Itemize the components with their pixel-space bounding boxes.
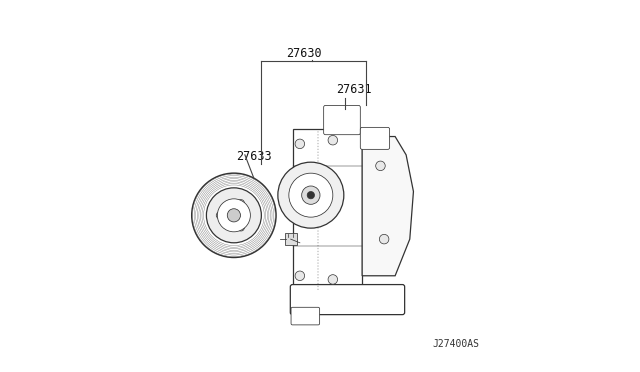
FancyBboxPatch shape — [291, 307, 319, 325]
Circle shape — [295, 271, 305, 280]
Circle shape — [376, 161, 385, 171]
FancyBboxPatch shape — [360, 127, 390, 149]
Circle shape — [278, 162, 344, 228]
Circle shape — [218, 199, 250, 232]
Text: 27633: 27633 — [236, 150, 271, 163]
Circle shape — [380, 234, 389, 244]
Circle shape — [227, 209, 241, 222]
FancyBboxPatch shape — [291, 285, 404, 315]
FancyBboxPatch shape — [324, 105, 360, 135]
Text: 27631: 27631 — [337, 83, 372, 96]
Circle shape — [192, 173, 276, 257]
Ellipse shape — [216, 211, 228, 220]
Circle shape — [328, 275, 337, 284]
Ellipse shape — [235, 200, 244, 211]
Text: J27400AS: J27400AS — [433, 339, 479, 349]
Circle shape — [295, 139, 305, 149]
Polygon shape — [292, 129, 362, 291]
Text: 27630: 27630 — [285, 46, 321, 60]
Polygon shape — [362, 137, 413, 276]
Circle shape — [207, 188, 261, 243]
FancyBboxPatch shape — [285, 233, 296, 245]
Circle shape — [289, 173, 333, 217]
Ellipse shape — [235, 220, 244, 231]
Circle shape — [328, 135, 337, 145]
Circle shape — [301, 186, 320, 204]
Circle shape — [307, 192, 314, 199]
